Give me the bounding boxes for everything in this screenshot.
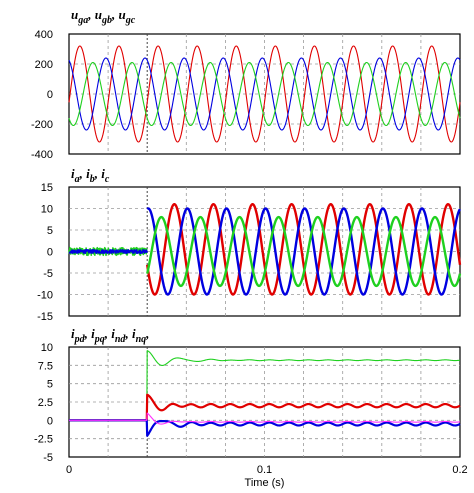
upper-voltage-panel: 400 200 0 -200 -400 uga, ugb, ugc​ (31, 7, 461, 161)
series-line-0 (68, 45, 461, 143)
y-tick-label: -5 (43, 268, 53, 280)
title-base: u (118, 7, 125, 22)
y-tick-label: -10 (37, 290, 53, 302)
x-tick-label: 0.1 (257, 464, 272, 476)
series-line-1 (68, 249, 148, 255)
series-line-2 (146, 203, 462, 296)
series-line-3 (68, 412, 461, 425)
panel-title: ipd, ipq, ind, inq, (71, 326, 149, 345)
title-separator: , (87, 7, 95, 22)
title-separator: , (145, 326, 149, 341)
x-axis-label: Time (s) (245, 477, 285, 489)
title-subscript: c (105, 174, 110, 185)
series-line-2 (68, 61, 461, 127)
series-line-3 (146, 207, 461, 296)
title-base: i (86, 166, 90, 181)
y-tick-label: 10 (41, 342, 53, 354)
y-tick-label: -2.5 (34, 434, 53, 446)
series-line-4 (146, 215, 462, 288)
y-tick-label: -200 (31, 119, 53, 131)
title-base: i (111, 326, 115, 341)
series-line-1 (68, 57, 461, 131)
title-separator: , (124, 326, 132, 341)
y-tick-label: 0 (47, 415, 53, 427)
title-base: i (101, 166, 105, 181)
title-subscript: nd (115, 334, 127, 345)
y-tick-label: 0 (47, 89, 53, 101)
y-tick-label: 5 (47, 379, 53, 391)
panel-title: uga, ugb, ugc​ (71, 7, 136, 26)
title-base: u (95, 7, 102, 22)
y-tick-label: 200 (35, 59, 53, 71)
panel-title: ia, ib, ic​ (71, 166, 110, 185)
x-tick-label: 0 (66, 464, 72, 476)
title-separator: , (94, 166, 102, 181)
y-tick-label: 7.5 (38, 360, 53, 372)
y-tick-label: 0 (47, 247, 53, 259)
middle-current-panel: 15 10 5 0 -5 -10 -15 ia, ib, ic​ (37, 166, 462, 323)
y-tick-label: 10 (41, 204, 53, 216)
title-base: i (91, 326, 95, 341)
title-base: i (132, 326, 136, 341)
title-base: u (71, 7, 78, 22)
y-tick-label: 2.5 (38, 397, 53, 409)
title-subscript: b (90, 174, 95, 185)
title-separator: , (104, 326, 112, 341)
title-separator: , (84, 326, 92, 341)
title-base: i (71, 166, 75, 181)
title-base: i (71, 326, 75, 341)
title-subscript: gc (125, 15, 136, 26)
title-subscript: pd (74, 334, 86, 345)
title-separator: , (79, 166, 87, 181)
y-tick-label: 15 (41, 182, 53, 194)
x-tick-label: 0.2 (452, 464, 467, 476)
y-tick-label: -15 (37, 311, 53, 323)
title-subscript: ga (77, 15, 88, 26)
title-subscript: a (75, 174, 80, 185)
title-subscript: gb (101, 15, 112, 26)
y-tick-label: 400 (35, 29, 53, 41)
y-tick-label: -5 (43, 452, 53, 464)
title-subscript: pq (94, 334, 105, 345)
y-tick-label: -400 (31, 149, 53, 161)
y-tick-label: 5 (47, 225, 53, 237)
title-subscript: nq (136, 334, 147, 345)
title-separator: , (111, 7, 119, 22)
